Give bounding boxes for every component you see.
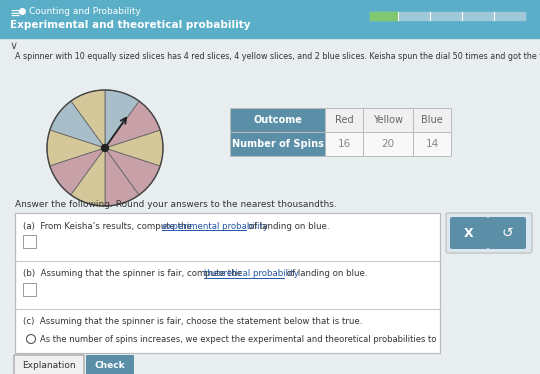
FancyBboxPatch shape	[86, 355, 134, 374]
Text: Yellow: Yellow	[373, 115, 403, 125]
FancyBboxPatch shape	[450, 217, 488, 249]
Text: (a)  From Keisha’s results, compute the: (a) From Keisha’s results, compute the	[23, 221, 195, 230]
Text: 14: 14	[426, 139, 438, 149]
Bar	[413, 132, 451, 156]
Wedge shape	[50, 101, 105, 148]
Bar	[230, 108, 325, 132]
FancyBboxPatch shape	[14, 355, 84, 374]
Wedge shape	[105, 148, 160, 195]
Bar	[413, 108, 451, 132]
Wedge shape	[71, 90, 105, 148]
Text: (b)  Assuming that the spinner is fair, compute the: (b) Assuming that the spinner is fair, c…	[23, 270, 245, 279]
Text: theoretical probability: theoretical probability	[204, 270, 299, 279]
Text: ↺: ↺	[501, 226, 513, 240]
Bar	[230, 132, 325, 156]
Wedge shape	[47, 130, 105, 166]
Text: Outcome: Outcome	[253, 115, 302, 125]
Text: Red: Red	[335, 115, 353, 125]
Bar	[325, 132, 363, 156]
Wedge shape	[105, 130, 163, 166]
Text: ∨: ∨	[10, 41, 18, 51]
Text: Blue: Blue	[421, 115, 443, 125]
Text: Check: Check	[94, 361, 125, 370]
Bar	[363, 132, 413, 156]
Bar	[0, 0, 540, 38]
Text: 20: 20	[381, 139, 395, 149]
Text: ≡: ≡	[10, 6, 19, 21]
Bar	[23, 235, 36, 248]
Wedge shape	[71, 148, 105, 206]
Text: As the number of spins increases, we expect the experimental and theoretical pro: As the number of spins increases, we exp…	[40, 334, 436, 343]
FancyBboxPatch shape	[488, 217, 526, 249]
Text: experimental probability: experimental probability	[162, 221, 268, 230]
Circle shape	[102, 144, 109, 151]
Text: A spinner with 10 equally sized slices has 4 red slices, 4 yellow slices, and 2 : A spinner with 10 equally sized slices h…	[15, 52, 540, 61]
Text: X: X	[464, 227, 474, 239]
Wedge shape	[50, 148, 105, 195]
Text: Explanation: Explanation	[22, 361, 76, 370]
Text: Number of Spins: Number of Spins	[232, 139, 323, 149]
Text: Answer the following. Round your answers to the nearest thousandths.: Answer the following. Round your answers…	[15, 199, 337, 208]
Text: of landing on blue.: of landing on blue.	[246, 221, 329, 230]
Text: Counting and Probability: Counting and Probability	[29, 6, 141, 15]
FancyBboxPatch shape	[15, 213, 440, 353]
Bar	[325, 108, 363, 132]
Wedge shape	[105, 148, 139, 206]
Wedge shape	[105, 101, 160, 148]
FancyBboxPatch shape	[446, 213, 532, 253]
Bar	[370, 12, 398, 20]
Bar	[23, 283, 36, 296]
Text: (c)  Assuming that the spinner is fair, choose the statement below that is true.: (c) Assuming that the spinner is fair, c…	[23, 318, 362, 327]
Text: of landing on blue.: of landing on blue.	[284, 270, 368, 279]
Bar	[370, 12, 525, 20]
Text: 16: 16	[338, 139, 350, 149]
Wedge shape	[105, 90, 139, 148]
Bar	[363, 108, 413, 132]
Text: ‸: ‸	[105, 209, 109, 219]
Text: Experimental and theoretical probability: Experimental and theoretical probability	[10, 20, 251, 30]
